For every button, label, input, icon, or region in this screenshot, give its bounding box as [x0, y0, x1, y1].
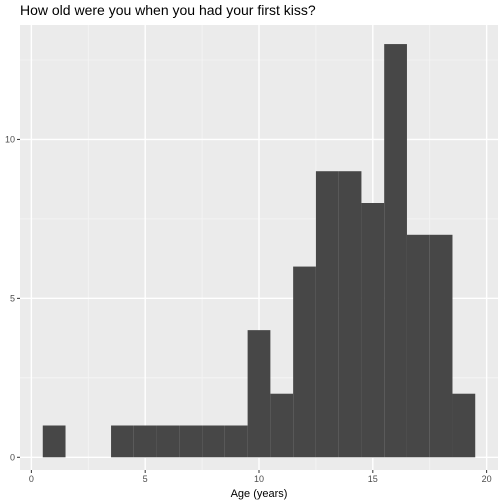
histogram-bar [315, 171, 339, 458]
histogram-bar [384, 44, 407, 458]
histogram-bar [270, 393, 294, 458]
histogram-bar [133, 425, 157, 458]
histogram-bar [247, 330, 271, 458]
x-axis: 0 5 10 15 20 [29, 470, 492, 484]
x-axis-title: Age (years) [231, 488, 288, 500]
y-tick-label: 0 [10, 452, 15, 462]
histogram-bar [429, 234, 453, 458]
histogram-bar [361, 203, 385, 458]
x-tick-label: 15 [368, 474, 378, 484]
histogram-bars [42, 44, 476, 458]
histogram-bar [42, 425, 66, 458]
y-tick-label: 10 [5, 134, 15, 144]
histogram-bar [111, 425, 134, 458]
histogram-bar [179, 425, 203, 458]
x-tick-label: 10 [254, 474, 264, 484]
histogram-bar [202, 425, 225, 458]
histogram-bar [224, 425, 248, 458]
histogram-bar [406, 234, 430, 458]
x-tick-label: 20 [482, 474, 492, 484]
histogram-bar [338, 171, 362, 458]
x-tick-label: 5 [143, 474, 148, 484]
y-axis: 0 5 10 [5, 134, 20, 462]
histogram-bar [156, 425, 180, 458]
x-tick-label: 0 [29, 474, 34, 484]
histogram-bar [452, 393, 476, 458]
chart-title: How old were you when you had your first… [20, 2, 316, 18]
histogram-bar [293, 266, 316, 458]
y-tick-label: 5 [10, 293, 15, 303]
